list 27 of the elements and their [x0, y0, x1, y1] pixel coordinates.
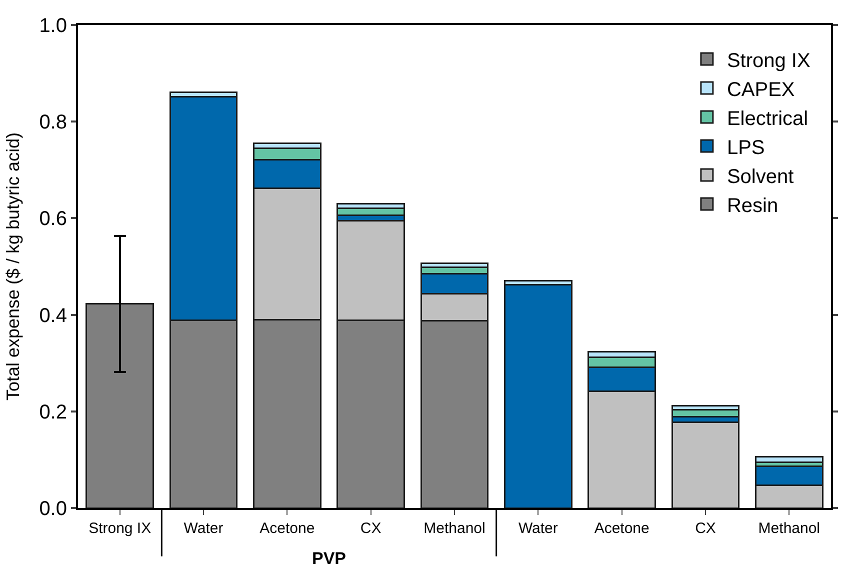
- y-tick-label: 1.0: [39, 15, 67, 37]
- x-tick-label: Strong IX: [88, 520, 152, 537]
- text: PVP: [312, 549, 346, 568]
- x-tick-label: Water: [184, 520, 224, 537]
- y-tick-label: 0.4: [39, 304, 67, 327]
- bar: [754, 456, 824, 463]
- x-tick-label: Acetone: [260, 520, 315, 537]
- y-tick-label: 0.8: [39, 112, 67, 134]
- legend-label: Solvent: [726, 166, 794, 188]
- y-axis-title: Total expense ($ / kg butyric acid): [2, 132, 23, 401]
- x-tick-label: Water: [518, 520, 558, 537]
- bar: [671, 421, 740, 508]
- x-tick-label: Acetone: [594, 520, 650, 537]
- y-tick-label: 0.0: [39, 498, 67, 520]
- x-tick-label: CX: [360, 520, 382, 537]
- y-tick-label: 0.2: [39, 401, 67, 424]
- legend-label: Resin: [726, 194, 778, 217]
- x-tick-label: Methanol: [424, 520, 486, 537]
- x-tick-label: Methanol: [758, 520, 820, 537]
- y-tick-label: 0.6: [39, 208, 67, 230]
- x-tick-label: CX: [695, 520, 716, 537]
- bar: [86, 302, 154, 508]
- bar: [504, 284, 572, 508]
- legend-label: CAPEX: [726, 78, 795, 101]
- legend-label: Electrical: [726, 108, 808, 130]
- legend-label: LPS: [726, 136, 765, 159]
- legend-label: Strong IX: [726, 50, 810, 72]
